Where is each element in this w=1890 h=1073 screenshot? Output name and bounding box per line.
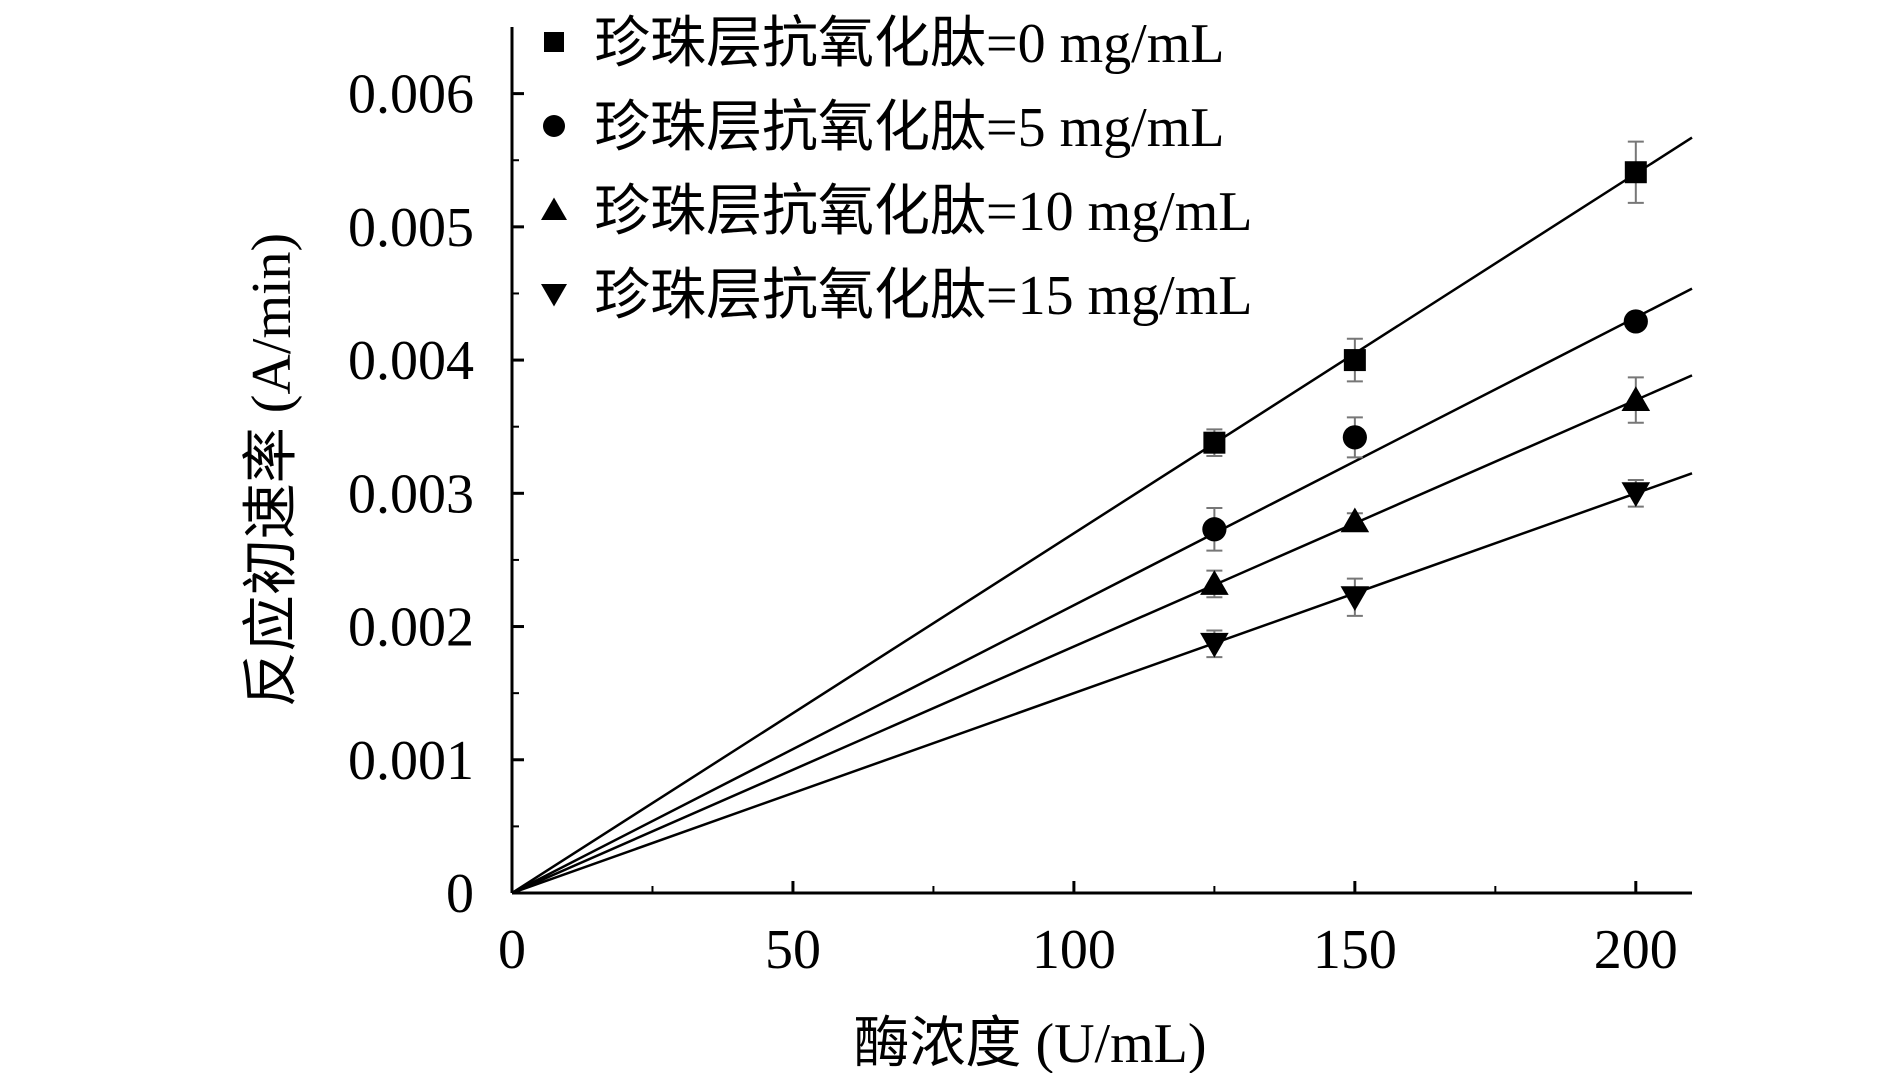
- legend-marker-circle: [543, 115, 565, 137]
- y-tick-label: 0.006: [348, 64, 474, 126]
- x-axis-label: 酶浓度 (U/mL): [853, 1013, 1206, 1073]
- y-axis-label: 反应初速率 (A/min): [241, 233, 303, 707]
- legend-marker-triangle-down: [541, 284, 567, 307]
- data-point: [1342, 425, 1367, 450]
- legend-item: 珍珠层抗氧化肽=0 mg/mL: [544, 13, 1224, 75]
- y-tick-label: 0.001: [348, 730, 474, 792]
- x-tick-label: 100: [1032, 919, 1116, 981]
- legend-item: 珍珠层抗氧化肽=5 mg/mL: [543, 97, 1224, 159]
- x-tick-label: 200: [1594, 919, 1678, 981]
- series-triangle-down: [511, 472, 1693, 895]
- x-tick-label: 50: [765, 919, 821, 981]
- data-point: [1340, 586, 1370, 611]
- legend-item: 珍珠层抗氧化肽=10 mg/mL: [541, 181, 1252, 243]
- data-point: [1343, 349, 1366, 372]
- legend-label: 珍珠层抗氧化肽=0 mg/mL: [594, 13, 1224, 75]
- series-circle: [511, 287, 1693, 895]
- legend-label: 珍珠层抗氧化肽=5 mg/mL: [594, 97, 1224, 159]
- fit-line: [511, 472, 1693, 895]
- fit-line: [511, 136, 1693, 895]
- legend-item: 珍珠层抗氧化肽=15 mg/mL: [541, 265, 1252, 327]
- y-tick-label: 0: [446, 863, 474, 925]
- legend: 珍珠层抗氧化肽=0 mg/mL 珍珠层抗氧化肽=5 mg/mL 珍珠层抗氧化肽=10…: [541, 13, 1252, 327]
- legend-label: 珍珠层抗氧化肽=10 mg/mL: [594, 181, 1252, 243]
- data-point: [1621, 386, 1651, 412]
- ticks: 0 50 100 150 200 0 0.001 0.002 0.003 0.004 0.005 0.…: [348, 64, 1678, 981]
- x-tick-label: 150: [1313, 919, 1397, 981]
- y-tick-label: 0.002: [348, 597, 474, 659]
- x-tick-label: 0: [498, 919, 526, 981]
- series-triangle-up: [511, 374, 1693, 895]
- fit-line: [511, 374, 1693, 895]
- y-tick-label: 0.005: [348, 197, 474, 259]
- y-tick-label: 0.004: [348, 330, 474, 392]
- data-point: [1202, 517, 1227, 542]
- data-point: [1200, 632, 1229, 658]
- legend-marker-square: [544, 32, 564, 52]
- data-point: [1200, 570, 1229, 595]
- data-point: [1624, 161, 1647, 184]
- plot-area: [511, 136, 1693, 895]
- data-point: [1203, 431, 1226, 454]
- legend-marker-triangle-up: [541, 197, 567, 220]
- legend-label: 珍珠层抗氧化肽=15 mg/mL: [594, 265, 1252, 327]
- y-tick-label: 0.003: [348, 463, 474, 525]
- series-square: [511, 136, 1693, 895]
- data-point: [1623, 309, 1648, 334]
- data-point: [1621, 482, 1651, 508]
- fit-line: [511, 287, 1693, 895]
- data-point: [1340, 507, 1370, 533]
